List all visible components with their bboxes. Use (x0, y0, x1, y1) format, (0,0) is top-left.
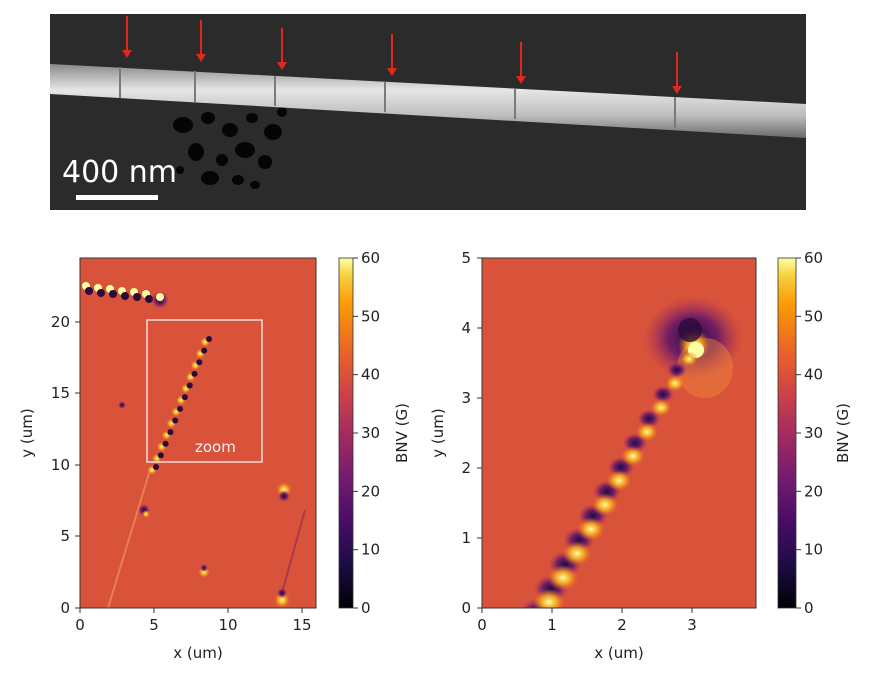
left-map-features (82, 282, 306, 608)
left-colorbar-tick: 30 (361, 424, 380, 442)
dipole-bright (650, 398, 672, 417)
nanowire (50, 64, 806, 138)
right-y-tick-0: 0 (461, 599, 471, 617)
dipole-bright (591, 493, 619, 516)
dipole-bright (621, 446, 645, 467)
dipole-dark (153, 464, 159, 470)
dipole-dark (177, 405, 184, 412)
left-y-tick-5: 5 (60, 527, 70, 545)
dipole-dark (652, 385, 674, 403)
dipole-dark (133, 293, 141, 301)
left-y-axis: 0 5 10 15 20 y (um) (18, 313, 80, 617)
left-y-tick-10: 10 (51, 456, 70, 474)
left-x-axis-label: x (um) (173, 644, 222, 662)
dipole-bright (576, 517, 606, 541)
scale-bar-label: 400 nm (62, 155, 177, 190)
right-y-tick-5: 5 (461, 249, 471, 267)
right-x-tick-1: 1 (547, 616, 557, 634)
right-y-tick-1: 1 (461, 529, 471, 547)
left-colorbar-tick: 50 (361, 307, 380, 325)
right-y-tick-2: 2 (461, 459, 471, 477)
left-colorbar-tick: 60 (361, 249, 380, 267)
dipole-dark (191, 370, 198, 377)
right-colorbar-tick: 20 (804, 482, 823, 500)
dipole-dark (206, 336, 212, 342)
wire-segment-boundaries (119, 67, 676, 128)
dipole-bright (680, 351, 698, 367)
zoom-label: zoom (195, 438, 236, 456)
left-x-tick-15: 15 (292, 616, 311, 634)
left-y-tick-20: 20 (51, 313, 70, 331)
right-y-axis: 0 1 2 3 4 5 y (um) (429, 249, 482, 617)
right-colorbar-tick: 0 (804, 599, 814, 617)
right-x-tick-3: 3 (687, 616, 697, 634)
dipole-dark (157, 452, 164, 459)
dipole-dark (85, 287, 93, 295)
red-arrow (277, 28, 287, 70)
left-x-tick-10: 10 (218, 616, 237, 634)
dipole-dark (167, 429, 174, 436)
red-arrows (122, 16, 682, 94)
left-colorbar-tick: 40 (361, 366, 380, 384)
left-colorbar-label: BNV (G) (393, 403, 411, 463)
scale-bar (76, 195, 158, 200)
right-colorbar-tick: 40 (804, 366, 823, 384)
right-colorbar-label: BNV (G) (834, 403, 852, 463)
dipole-bright (562, 541, 592, 566)
red-arrow (387, 34, 397, 76)
zoom-box (146, 319, 263, 463)
red-arrow (516, 42, 526, 84)
dipole-bright (635, 422, 659, 442)
dipole-bright (606, 470, 632, 491)
left-colorbar-tick: 20 (361, 482, 380, 500)
right-map: 0 1 2 3 x (um) 0 1 2 3 4 5 y (um) 010203… (429, 249, 852, 662)
left-x-tick-5: 5 (149, 616, 159, 634)
left-colorbar-tick: 0 (361, 599, 371, 617)
red-arrow (672, 52, 682, 94)
left-y-tick-0: 0 (60, 599, 70, 617)
left-colorbar: 0 10 20 30 40 50 60 BNV (G) (338, 249, 411, 617)
red-arrow (122, 16, 132, 58)
dipole-dark (201, 347, 208, 354)
dipole-dark (186, 382, 193, 389)
dipole-dark (172, 417, 179, 424)
right-x-tick-0: 0 (477, 616, 487, 634)
sem-image: 400 nm (50, 14, 806, 210)
left-colorbar-tick: 10 (361, 541, 380, 559)
dipole-dark (97, 289, 105, 297)
dipole-dark (145, 295, 153, 303)
dipole-dark (667, 362, 687, 378)
left-y-tick-15: 15 (51, 384, 70, 402)
dipole-dark (109, 290, 117, 298)
dipole-dark (181, 394, 188, 401)
right-x-axis: 0 1 2 3 x (um) (477, 608, 697, 662)
right-x-tick-2: 2 (617, 616, 627, 634)
right-x-axis-label: x (um) (594, 644, 643, 662)
left-x-axis: 0 5 10 15 x (um) (75, 608, 312, 662)
red-arrow (196, 20, 206, 62)
left-map-field (80, 258, 316, 608)
right-map-features (520, 296, 743, 608)
dipole-dark (121, 292, 129, 300)
dipole-bright (665, 375, 685, 392)
right-colorbar-tick: 50 (804, 307, 823, 325)
dipole-bright (547, 564, 579, 591)
membrane-pores (173, 107, 287, 189)
left-y-axis-label: y (um) (18, 408, 36, 457)
left-map: zoom 0 5 10 15 x (um) 0 5 10 15 20 y (um… (18, 249, 411, 662)
right-y-tick-4: 4 (461, 319, 471, 337)
right-colorbar-tick: 60 (804, 249, 823, 267)
dipole-dark (162, 440, 169, 447)
left-x-tick-0: 0 (75, 616, 85, 634)
right-y-axis-label: y (um) (429, 408, 447, 457)
right-colorbar-tick: 30 (804, 424, 823, 442)
right-colorbar: 0 10 20 30 40 50 60 BNV (G) (777, 249, 852, 617)
dipole-dark (196, 359, 203, 366)
right-colorbar-tick: 10 (804, 541, 823, 559)
dipole-bright (532, 588, 566, 608)
right-y-tick-3: 3 (461, 389, 471, 407)
